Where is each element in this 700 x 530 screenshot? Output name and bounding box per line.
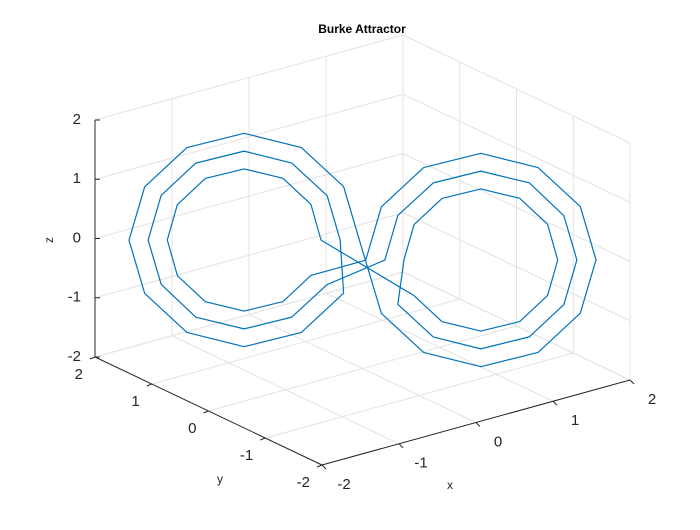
grid-line <box>151 298 460 385</box>
y-tick-label: 0 <box>188 420 196 437</box>
y-axis-label: y <box>217 472 223 486</box>
grid-line <box>402 271 631 381</box>
y-tick-label: 1 <box>131 393 139 410</box>
y-tick <box>316 464 323 468</box>
grid-line <box>402 93 631 203</box>
trajectory <box>128 132 597 368</box>
y-tick <box>203 410 209 414</box>
grid-line <box>402 34 631 144</box>
z-tick-label: 1 <box>73 170 81 187</box>
x-tick <box>398 443 404 449</box>
x-tick-label: 1 <box>571 412 579 429</box>
x-tick-label: 2 <box>648 391 656 408</box>
z-tick-label: 2 <box>73 111 81 128</box>
z-axis-label: z <box>42 237 56 243</box>
y-tick <box>146 383 152 387</box>
y-tick <box>89 356 96 360</box>
x-tick-label: -2 <box>337 476 350 493</box>
x-axis-label: x <box>447 478 453 492</box>
grid-line <box>94 34 404 121</box>
x-tick <box>321 464 327 470</box>
y-tick <box>260 437 266 441</box>
chart-title: Burke Attractor <box>318 22 406 36</box>
z-tick-label: 0 <box>73 229 81 246</box>
grid-line <box>402 153 631 262</box>
x-tick <box>475 422 481 427</box>
x-tick <box>552 400 558 406</box>
grid-line <box>94 212 404 299</box>
z-tick-label: -2 <box>68 348 81 365</box>
y-tick-label: -1 <box>240 447 253 464</box>
y-tick-label: -2 <box>297 474 310 491</box>
grid-line <box>94 271 404 358</box>
z-tick-label: -1 <box>68 289 81 306</box>
y-tick-label: 2 <box>75 366 83 383</box>
grid-line <box>208 325 517 412</box>
x-tick-label: 0 <box>494 433 502 450</box>
grid-line <box>402 212 631 322</box>
x-tick <box>629 379 635 385</box>
grid-line <box>265 352 574 439</box>
grid-line <box>94 93 404 180</box>
grid-line <box>94 153 404 239</box>
x-tick-label: -1 <box>414 455 427 472</box>
